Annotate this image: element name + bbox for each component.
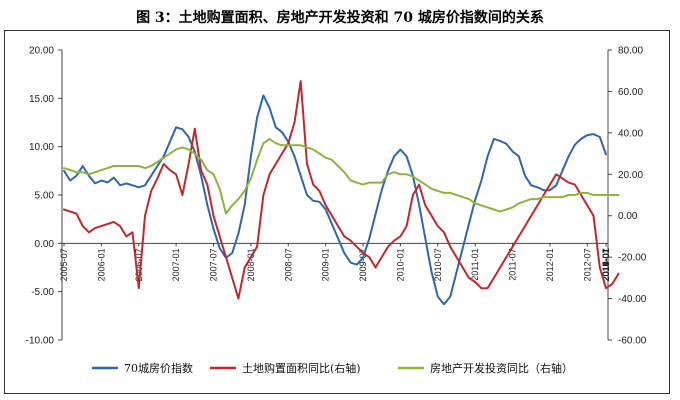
right-tick-label: 60.00 <box>618 87 643 98</box>
right-tick-label: -40.00 <box>618 294 647 305</box>
x-tick-label: 2013-07 <box>601 248 611 281</box>
chart-title: 图 3：土地购置面积、房地产开发投资和 70 城房价指数间的关系 <box>136 10 544 26</box>
legend-label-3: 房地产开发投资同比（右轴） <box>430 361 573 375</box>
left-tick-label: -10.00 <box>26 336 55 347</box>
x-tick-label: 2007-01 <box>171 248 181 281</box>
x-tick-label: 2016-01 <box>601 248 611 281</box>
x-tick-label: 2011-01 <box>470 248 480 280</box>
x-tick-label: 2017-01 <box>601 248 611 281</box>
left-tick-label: 20.00 <box>29 46 54 57</box>
left-tick-label: 15.00 <box>29 94 54 105</box>
x-tick-label: 2016-07 <box>601 248 611 281</box>
series-lines <box>63 80 620 306</box>
x-tick-label: 2008-07 <box>283 248 293 281</box>
x-tick-label: 2011-07 <box>508 248 518 280</box>
x-tick-label: 2010-01 <box>395 248 405 281</box>
x-tick-label: 2017-07 <box>601 248 611 281</box>
right-tick-label: 20.00 <box>618 170 643 181</box>
x-tick-label: 2014-07 <box>601 248 611 281</box>
x-tick-label: 2010-07 <box>433 248 443 281</box>
x-tick-label: 2007-07 <box>209 248 219 281</box>
x-tick-label: 2005-07 <box>59 248 69 281</box>
x-tick-label: 2019-01 <box>601 248 611 281</box>
x-tick-label: 2014-01 <box>601 248 611 281</box>
legend: 70城房价指数 土地购置面积同比(右轴) 房地产开发投资同比（右轴） <box>92 361 573 375</box>
right-tick-label: 0.00 <box>618 211 638 222</box>
x-tick-label: 2015-01 <box>601 248 611 281</box>
x-axis-ticks: 2005-07 2006-01 2006-07 2007-01 2007-07 2008-… <box>59 243 611 281</box>
right-tick-label: 80.00 <box>618 46 643 57</box>
left-tick-label: 5.00 <box>35 191 55 202</box>
right-tick-label: 40.00 <box>618 128 643 139</box>
right-tick-label: -20.00 <box>618 253 647 264</box>
legend-label-2: 土地购置面积同比(右轴) <box>242 361 361 375</box>
x-tick-label: 2012-07 <box>582 248 592 281</box>
x-tick-label: 2019-07 <box>601 248 611 281</box>
x-tick-label: 2006-07 <box>134 248 144 281</box>
x-tick-label: 2009-01 <box>321 248 331 281</box>
chart-axes <box>61 50 609 340</box>
series-line-3 <box>63 138 620 215</box>
series-line-1 <box>63 94 607 306</box>
x-tick-label: 2015-07 <box>601 248 611 281</box>
legend-label-1: 70城房价指数 <box>124 361 193 375</box>
left-tick-label: 10.00 <box>29 142 54 153</box>
x-tick-label: 2008-01 <box>246 248 256 281</box>
x-tick-label: 2012-01 <box>545 248 555 281</box>
chart-frame <box>4 30 670 394</box>
x-tick-label: 2013-01 <box>601 248 611 281</box>
x-tick-label: 2018-07 <box>601 248 611 281</box>
left-axis-ticks: -10.00 -5.00 0.00 5.00 10.00 15.00 20.00 <box>26 46 62 347</box>
series-line-2 <box>63 80 620 300</box>
right-axis-ticks: -60.00 -40.00 -20.00 0.00 20.00 40.00 60.00 80.… <box>608 46 647 347</box>
right-tick-label: -60.00 <box>618 336 647 347</box>
x-tick-label: 2018-01 <box>601 248 611 281</box>
left-tick-label: -5.00 <box>31 287 54 298</box>
x-tick-label: 2006-01 <box>96 248 106 281</box>
left-tick-label: 0.00 <box>35 239 55 250</box>
x-tick-label: 2009-07 <box>358 248 368 281</box>
